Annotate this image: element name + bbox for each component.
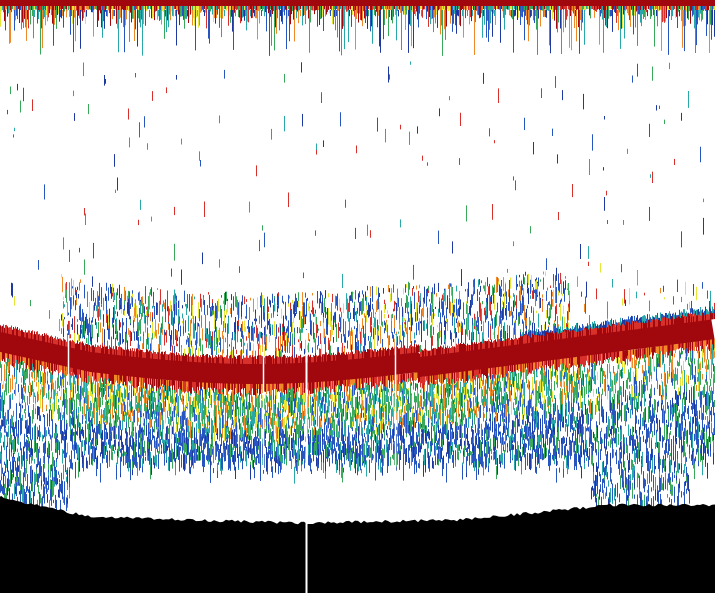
diffuse-scattering-layer [0,341,715,517]
surface-noise-band [0,0,715,56]
surface-echo-band [0,0,715,9]
upper-scatter-layer [11,263,715,362]
midwater-sparse-targets [7,61,704,289]
